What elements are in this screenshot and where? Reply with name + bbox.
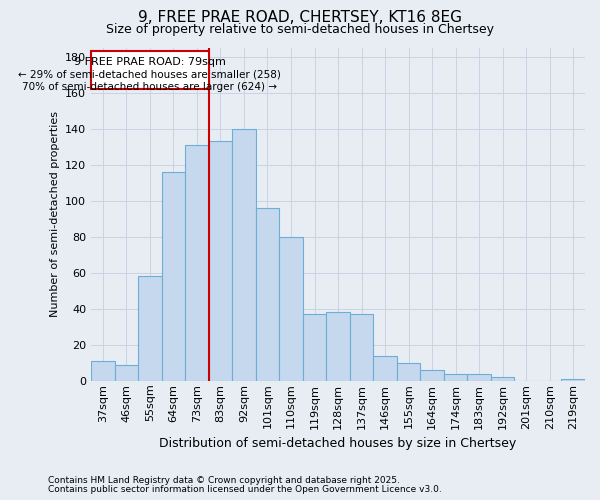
Bar	[444, 374, 467, 381]
Text: Contains public sector information licensed under the Open Government Licence v3: Contains public sector information licen…	[48, 485, 442, 494]
Text: Size of property relative to semi-detached houses in Chertsey: Size of property relative to semi-detach…	[106, 22, 494, 36]
Bar	[115, 364, 138, 381]
Bar	[421, 370, 444, 381]
Bar	[91, 361, 115, 381]
Bar	[138, 276, 161, 381]
Text: 70% of semi-detached houses are larger (624) →: 70% of semi-detached houses are larger (…	[22, 82, 277, 92]
Bar	[562, 379, 585, 381]
Bar	[303, 314, 326, 381]
Bar	[232, 128, 256, 381]
Bar	[373, 356, 397, 381]
Bar	[326, 312, 350, 381]
X-axis label: Distribution of semi-detached houses by size in Chertsey: Distribution of semi-detached houses by …	[160, 437, 517, 450]
Bar	[279, 236, 303, 381]
Bar	[256, 208, 279, 381]
Text: 9, FREE PRAE ROAD, CHERTSEY, KT16 8EG: 9, FREE PRAE ROAD, CHERTSEY, KT16 8EG	[138, 10, 462, 25]
Bar	[350, 314, 373, 381]
Text: Contains HM Land Registry data © Crown copyright and database right 2025.: Contains HM Land Registry data © Crown c…	[48, 476, 400, 485]
Bar	[91, 51, 209, 89]
Bar	[397, 363, 421, 381]
Text: ← 29% of semi-detached houses are smaller (258): ← 29% of semi-detached houses are smalle…	[19, 69, 281, 79]
Bar	[491, 378, 514, 381]
Y-axis label: Number of semi-detached properties: Number of semi-detached properties	[50, 111, 59, 317]
Text: 9 FREE PRAE ROAD: 79sqm: 9 FREE PRAE ROAD: 79sqm	[74, 56, 226, 66]
Bar	[185, 145, 209, 381]
Bar	[467, 374, 491, 381]
Bar	[161, 172, 185, 381]
Bar	[209, 141, 232, 381]
